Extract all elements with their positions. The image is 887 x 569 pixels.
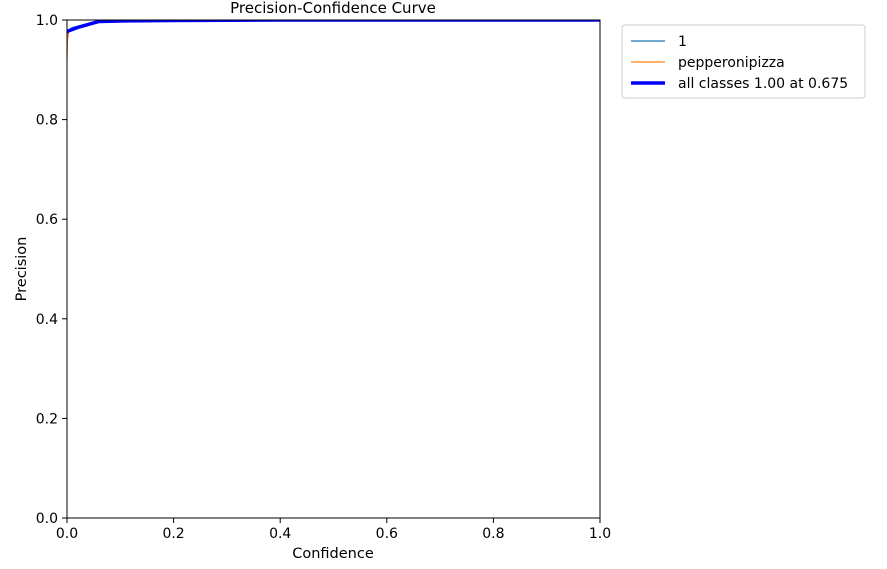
y-tick-label: 0.0: [36, 511, 58, 527]
y-tick-label: 0.8: [36, 113, 58, 129]
legend-label: pepperonipizza: [678, 55, 785, 71]
x-tick-label: 0.0: [56, 526, 78, 542]
x-tick-label: 0.6: [376, 526, 398, 542]
y-tick-label: 1.0: [36, 13, 58, 29]
plot-frame: [66, 19, 601, 519]
y-tick-label: 0.4: [36, 312, 58, 328]
x-axis-ticks: 0.0 0.2 0.4 0.6 0.8 1.0: [56, 518, 611, 542]
y-tick-label: 0.2: [36, 411, 58, 427]
chart-title: Precision-Confidence Curve: [230, 0, 436, 17]
x-tick-label: 0.2: [162, 526, 184, 542]
x-tick-label: 0.4: [269, 526, 291, 542]
x-tick-label: 1.0: [589, 526, 611, 542]
series-layer: [67, 20, 600, 60]
y-axis-ticks: 0.0 0.2 0.4 0.6 0.8 1.0: [36, 13, 67, 527]
y-tick-label: 0.6: [36, 212, 58, 228]
legend: 1 pepperonipizza all classes 1.00 at 0.675: [621, 24, 866, 99]
legend-label: all classes 1.00 at 0.675: [678, 76, 848, 92]
series-line-all-classes: [67, 20, 600, 34]
x-tick-label: 0.8: [482, 526, 504, 542]
y-axis-label: Precision: [14, 237, 30, 302]
series-line-pepperonipizza: [67, 20, 600, 60]
x-axis-label: Confidence: [292, 546, 374, 562]
legend-box: [621, 24, 866, 99]
legend-label: 1: [678, 34, 687, 50]
